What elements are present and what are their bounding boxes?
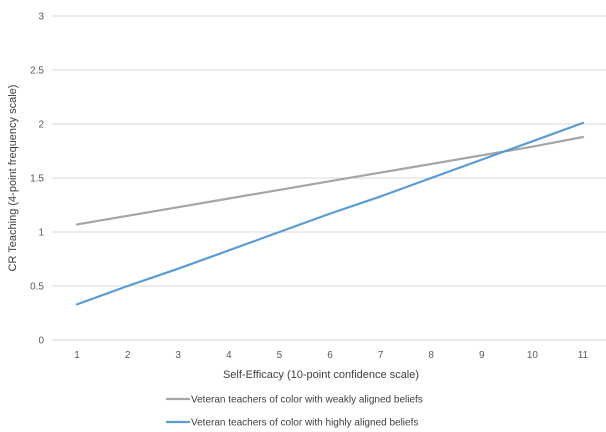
- y-axis-title: CR Teaching (4-point frequency scale): [7, 85, 19, 272]
- x-tick-label-4: 5: [277, 350, 283, 361]
- y-tick-label-4: 2: [38, 120, 44, 131]
- y-tick-label-0: 0: [38, 336, 44, 347]
- x-tick-label-3: 4: [226, 350, 232, 361]
- x-tick-label-10: 11: [578, 350, 589, 361]
- legend-label-0: Veteran teachers of color with weakly al…: [191, 395, 423, 406]
- x-tick-label-9: 10: [527, 350, 539, 361]
- y-tick-label-1: 0.5: [30, 282, 44, 293]
- x-tick-label-0: 1: [74, 350, 80, 361]
- y-tick-label-6: 3: [38, 12, 44, 23]
- y-tick-label-2: 1: [38, 228, 44, 239]
- x-tick-label-1: 2: [125, 350, 131, 361]
- x-tick-label-5: 6: [327, 350, 333, 361]
- x-tick-label-2: 3: [175, 350, 181, 361]
- x-axis-title: Self-Efficacy (10-point confidence scale…: [223, 369, 419, 381]
- x-tick-label-8: 9: [479, 350, 485, 361]
- x-tick-label-6: 7: [378, 350, 384, 361]
- y-tick-label-5: 2.5: [30, 66, 44, 77]
- y-tick-label-3: 1.5: [30, 174, 44, 185]
- series-line-1: [75, 121, 585, 306]
- legend-label-1: Veteran teachers of color with highly al…: [191, 418, 418, 429]
- x-tick-label-7: 8: [428, 350, 434, 361]
